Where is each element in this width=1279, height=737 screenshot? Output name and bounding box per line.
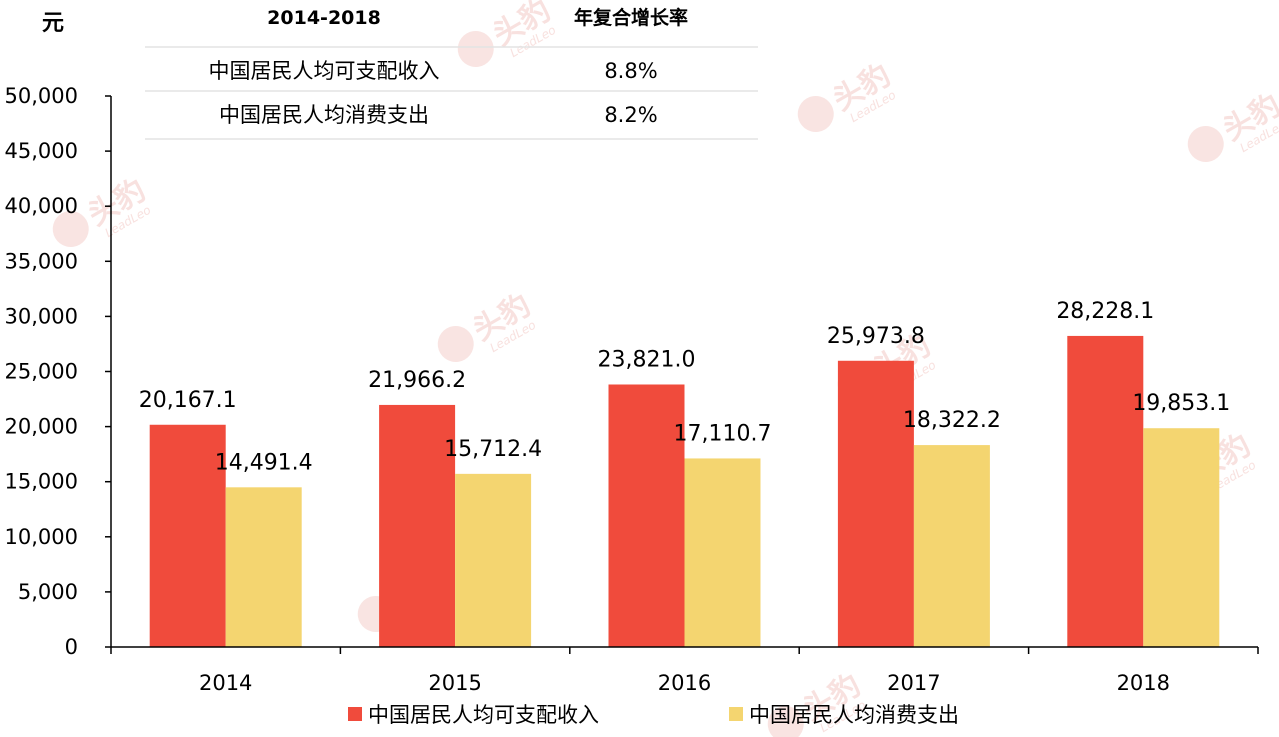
table-header-period: 2014-2018 [267, 7, 381, 29]
table-row-value: 8.8% [604, 59, 657, 83]
data-label: 19,853.1 [1132, 391, 1230, 416]
y-tick-label: 10,000 [5, 525, 78, 549]
watermark-logo-icon [457, 31, 494, 67]
y-tick-label: 15,000 [5, 470, 78, 494]
bar-2016-series-0 [608, 384, 685, 647]
bar-2018-series-1 [1143, 428, 1220, 647]
y-tick-label: 25,000 [5, 360, 78, 384]
legend-swatch-income [348, 707, 362, 721]
watermark-logo-icon [767, 706, 804, 737]
data-label: 18,322.2 [903, 408, 1001, 433]
watermark-logo-icon [1187, 126, 1224, 162]
bar-2017-series-1 [913, 445, 990, 647]
data-label: 15,712.4 [444, 437, 542, 462]
table-header-metric: 年复合增长率 [574, 6, 688, 29]
y-unit-label: 元 [42, 11, 64, 36]
watermark-logo-icon [797, 96, 834, 132]
bar-2016-series-1 [684, 458, 761, 647]
bar-2015-series-0 [379, 404, 456, 647]
bar-2018-series-0 [1067, 335, 1144, 647]
data-label: 23,821.0 [598, 347, 696, 372]
legend-swatch-expense [729, 707, 743, 721]
data-label: 17,110.7 [674, 421, 772, 446]
x-axis: 2014 2015 2016 2017 2018 [110, 646, 1259, 695]
table-row-value: 8.2% [604, 103, 657, 127]
x-tick-label: 2014 [199, 671, 252, 695]
y-tick-label: 30,000 [5, 304, 78, 328]
bar-2017-series-0 [837, 360, 914, 647]
data-label: 21,966.2 [368, 368, 466, 393]
table-row-label: 中国居民人均可支配收入 [209, 59, 440, 83]
table-row-label: 中国居民人均消费支出 [219, 103, 429, 127]
y-tick-label: 50,000 [5, 84, 78, 108]
x-tick-label: 2015 [428, 671, 481, 695]
cagr-table: 2014-2018 年复合增长率 中国居民人均可支配收入 8.8% 中国居民人均… [145, 6, 758, 140]
y-tick-label: 35,000 [5, 249, 78, 273]
x-tick-label: 2018 [1117, 671, 1170, 695]
data-label: 25,973.8 [827, 324, 925, 349]
data-labels-layer: 20,167.1 14,491.4 21,966.2 15,712.4 23,821.0… [139, 299, 1231, 475]
data-label: 28,228.1 [1056, 299, 1154, 324]
data-label: 20,167.1 [139, 388, 237, 413]
bar-2014-series-1 [225, 487, 302, 647]
x-tick-label: 2017 [887, 671, 940, 695]
y-tick-label: 40,000 [5, 194, 78, 218]
y-tick-label: 45,000 [5, 139, 78, 163]
bars-layer [149, 335, 1220, 647]
legend: 中国居民人均可支配收入 中国居民人均消费支出 [348, 703, 959, 727]
data-label: 14,491.4 [215, 450, 313, 475]
y-tick-label: 20,000 [5, 415, 78, 439]
watermark-logo-icon [437, 326, 474, 362]
legend-label-income: 中国居民人均可支配收入 [368, 703, 599, 727]
legend-label-expense: 中国居民人均消费支出 [749, 703, 959, 727]
watermark-logo-icon [52, 211, 89, 247]
bar-2014-series-0 [149, 424, 226, 647]
y-axis: 0 5,000 10,000 15,000 20,000 25,000 30,000 35,0… [5, 84, 112, 659]
y-tick-label: 0 [65, 635, 78, 659]
bar-2015-series-1 [455, 473, 532, 647]
y-tick-label: 5,000 [18, 580, 78, 604]
x-tick-label: 2016 [658, 671, 711, 695]
